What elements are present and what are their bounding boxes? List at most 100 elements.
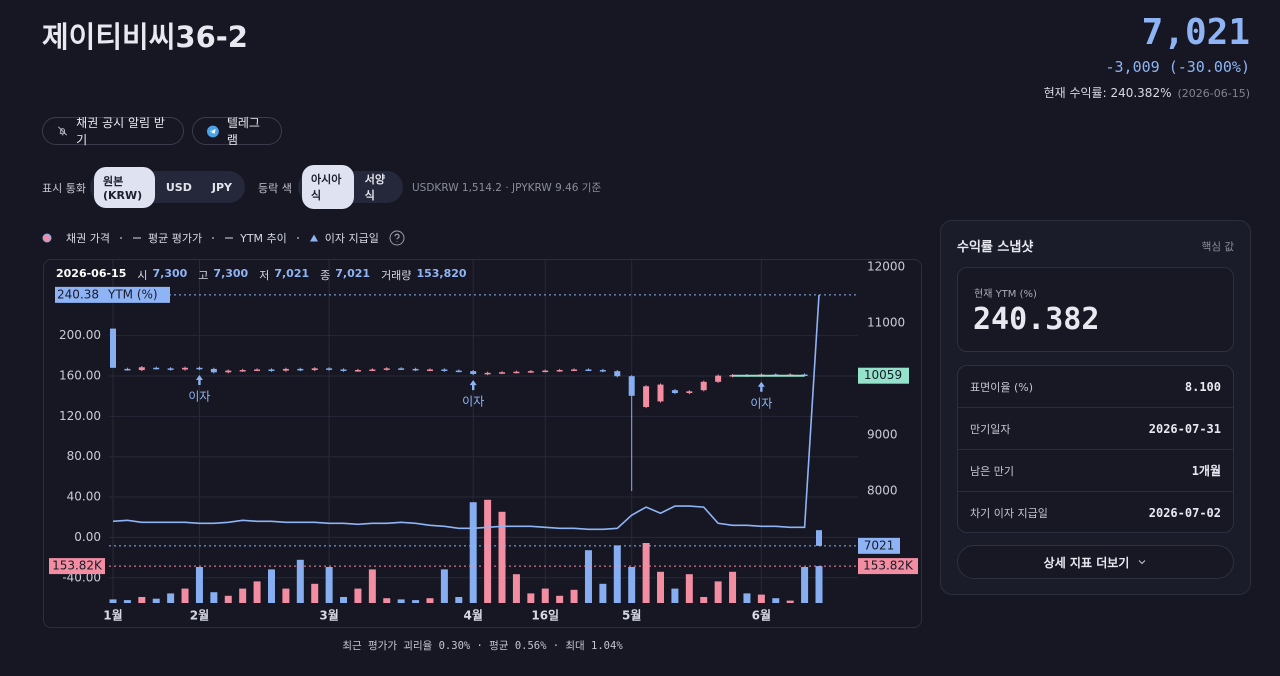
volume-bar	[628, 567, 636, 603]
candle-body	[470, 371, 477, 374]
candle-body	[426, 369, 433, 371]
metric-key: 남은 만기	[970, 464, 1014, 478]
metric-value: 1개월	[1191, 464, 1221, 478]
candle-body	[225, 370, 232, 373]
candle-body	[816, 530, 822, 546]
volume-bar	[613, 545, 621, 603]
volume-bar	[599, 583, 607, 603]
candle-body	[167, 368, 174, 370]
legend-label[interactable]: YTM 추이	[240, 232, 287, 245]
interest-label: 이자	[462, 395, 484, 409]
legend-label[interactable]: 이자 지급일	[324, 232, 379, 245]
legend-sep	[119, 237, 122, 239]
candle-body	[671, 390, 678, 393]
volume-bar	[729, 571, 737, 603]
volume-bar	[354, 588, 362, 603]
x-tick-label: 6월	[752, 608, 771, 623]
metric-key: 만기일자	[970, 422, 1011, 436]
currency-option[interactable]: JPY	[211, 180, 232, 194]
y2-tick-label: 11000	[867, 316, 905, 330]
interest-arrow	[195, 375, 203, 386]
currency-option[interactable]: USD	[165, 180, 192, 194]
volume-bar	[340, 597, 348, 603]
x-tick-label: 1월	[103, 608, 122, 623]
ytm-card: 현재 YTM (%) 240.382	[957, 267, 1234, 352]
volume-bar	[282, 588, 290, 603]
candle-body	[499, 372, 506, 374]
candle-body	[542, 370, 549, 373]
candle-body	[354, 370, 361, 372]
y-tick-label: 200.00	[59, 328, 101, 342]
avg-price-box	[858, 367, 909, 384]
ytm-label: 현재 YTM (%)	[974, 289, 1037, 300]
legend-label[interactable]: 평균 평가가	[147, 232, 203, 245]
volume-bar	[224, 595, 232, 603]
candle-body	[282, 368, 289, 371]
candle-body	[729, 375, 736, 377]
volume-bar	[484, 499, 492, 603]
volume-bar	[671, 588, 679, 603]
yield-date: (2026-06-15)	[1177, 87, 1250, 100]
candle-body	[138, 367, 145, 371]
volume-bar	[527, 593, 535, 603]
y-tick-label: 0.00	[74, 530, 101, 544]
last-volume-label: 153.82K	[863, 559, 914, 573]
volume-bar	[541, 588, 549, 603]
candle-body	[643, 386, 650, 407]
price: 7,021	[1141, 12, 1250, 53]
legend: 채권 가격 평균 평가가 YTM 추이 이자 지급일	[42, 230, 405, 246]
info-key: 저	[259, 269, 270, 282]
currency-option[interactable]: 원본(KRW)	[94, 166, 155, 208]
panel-title: 수익률 스냅샷	[957, 240, 1034, 255]
volume-bar	[181, 588, 189, 603]
last-price-label: 7021	[864, 538, 895, 552]
fx-note: USDKRW 1,514.2 · JPYKRW 9.46 기준	[412, 182, 602, 194]
bond-title: 제이티비씨36-2	[42, 20, 248, 54]
legend-label[interactable]: 채권 가격	[66, 232, 110, 245]
interest-label: 이자	[750, 396, 772, 410]
candle-body	[210, 368, 217, 373]
chart: -40.000.0040.0080.00120.00160.00200.0080…	[49, 260, 918, 623]
info-key: 거래량	[381, 269, 412, 282]
x-tick-label: 16일	[531, 609, 559, 623]
volume-bar	[325, 567, 333, 603]
volume-bar	[498, 511, 506, 603]
volume-bar	[239, 588, 247, 603]
telegram-button[interactable]: 텔레그램	[192, 116, 282, 147]
info-key: 종	[320, 269, 331, 282]
candle-body	[124, 368, 131, 371]
color-option[interactable]: 서양식	[364, 173, 385, 202]
legend-triangle	[309, 234, 318, 242]
y2-tick-label: 9000	[867, 428, 898, 442]
alert-button[interactable]: 채권 공시 알림 받기	[42, 116, 184, 147]
info-value: 7,021	[274, 267, 310, 280]
metrics-card: 표면이율 (%) 8.100 만기일자 2026-07-31 남은 만기 1개월 차기…	[957, 365, 1234, 533]
yield-label: 현재 수익률: 240.382%	[1043, 86, 1172, 100]
last-ytm-box	[55, 286, 102, 303]
info-value: 153,820	[416, 267, 467, 280]
candle-body	[441, 369, 448, 371]
ohlc-info: 2026-06-15 시 7,300 고 7,300 저 7,021 종 7,021 거래량 153…	[56, 267, 467, 283]
volume-bar	[570, 589, 578, 603]
last-ytm-label: 240.38	[57, 287, 99, 301]
currency-label: 표시 통화	[42, 182, 86, 195]
volume-bar	[815, 566, 823, 603]
help-icon[interactable]	[389, 230, 405, 246]
metric-row: 차기 이자 지급일 2026-07-02	[958, 492, 1233, 534]
y-label-box	[102, 286, 170, 303]
color-toggle: 아시아식 서양식	[298, 165, 403, 209]
last-volume-label: 153.82K	[52, 559, 103, 573]
volume-bar	[743, 593, 751, 603]
volume-bar	[210, 592, 218, 603]
x-tick-label: 4월	[464, 608, 483, 623]
metric-key: 표면이율 (%)	[970, 380, 1034, 394]
candle-body	[239, 370, 246, 372]
volume-bar	[412, 600, 420, 603]
color-option[interactable]: 아시아식	[302, 165, 354, 209]
y-axis-label: YTM (%)	[107, 287, 158, 301]
more-button[interactable]: 상세 지표 더보기	[957, 545, 1234, 579]
chart-container: -40.00 0.00 40.00 80.00 120.00 160.00 200.00 80…	[43, 259, 922, 628]
metric-value: 2026-07-02	[1148, 506, 1221, 520]
info-value: 7,300	[213, 267, 249, 280]
